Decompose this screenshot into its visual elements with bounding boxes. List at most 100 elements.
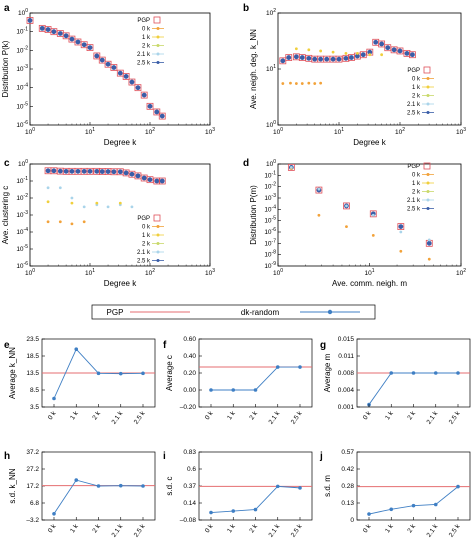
panel-b-xlabel: Degree k	[353, 138, 386, 147]
panel-b-ytick-label: 101	[266, 64, 276, 73]
panel-c-point-21k	[58, 186, 62, 190]
panel-d-point-pgp	[287, 164, 295, 171]
panel-i-dk-point	[231, 509, 236, 513]
panel-e-dk-point	[141, 371, 145, 376]
panel-label-c: c	[4, 158, 10, 169]
panel-g-ytick-label: 0.001	[338, 404, 355, 411]
panel-label-j: j	[319, 451, 323, 462]
panel-b-point-pgp-fill	[397, 48, 403, 54]
panel-a-point-pgp-fill	[94, 53, 100, 59]
panel-d-point-pgp	[397, 223, 405, 230]
panel-d-ytick-label: 10-8	[264, 250, 276, 259]
legend-c-swatch-dot	[156, 259, 160, 262]
panel-h-xtick-label: 0 k	[47, 523, 58, 535]
panel-b-point-pgp-fill	[367, 49, 373, 55]
legend-b-label: PGP	[407, 68, 420, 74]
panel-a-point-pgp	[50, 28, 58, 36]
panel-c-point-pgp	[146, 176, 154, 184]
panel-d-point-21k	[345, 204, 348, 208]
legend-b-swatch-pgp	[423, 66, 431, 74]
legend-d-label: 2.5 k	[407, 207, 421, 213]
panel-a-ytick-label: 10-2	[16, 45, 28, 54]
panel-b-ytick-label: 102	[266, 8, 276, 17]
panel-g-xtick-label: 2 k	[406, 410, 417, 422]
panel-a-point-pgp	[128, 78, 136, 86]
panel-i-xtick-label: 1 k	[226, 523, 237, 535]
panel-j-ytick-label: 0.13	[341, 500, 354, 507]
panel-c-xtick-label: 100	[25, 268, 35, 277]
legend-a-swatch-dot	[156, 44, 160, 47]
panel-f-dk-point	[253, 388, 258, 392]
legend-c-swatch-dot	[156, 242, 160, 245]
panel-a-point-pgp	[86, 44, 94, 52]
panel-a-point-pgp-fill	[75, 39, 81, 45]
panel-g-xtick-label: 0 k	[362, 410, 373, 422]
panel-b-point-1k	[294, 47, 298, 51]
panel-f-frame	[198, 338, 313, 408]
legend-a-label: 2.5 k	[137, 61, 151, 67]
panel-f-ylabel: Average c	[165, 355, 174, 391]
panel-c-point-pgp-fill	[99, 169, 105, 174]
legend-d-swatch-dot	[426, 181, 430, 185]
panel-i-ylabel: s.d. c	[165, 476, 174, 495]
panel-a-point-pgp	[134, 84, 142, 92]
panel-h-ytick-label: 6.8	[30, 500, 39, 507]
panel-d-xtick-label: 100	[273, 268, 283, 277]
panel-c-point-pgp-fill	[51, 168, 57, 174]
panel-c-point-21k	[82, 205, 86, 209]
panel-i-xtick-label: 2.5 k	[290, 523, 304, 539]
panel-label-d: d	[243, 158, 249, 169]
panel-d-ytick-label: 100	[266, 159, 276, 168]
panel-d-point-0k	[399, 249, 403, 253]
panel-b-point-pgp-fill	[379, 41, 385, 47]
panel-i-ytick-label: 0.83	[183, 449, 196, 456]
panel-c-point-pgp-fill	[45, 168, 51, 174]
panel-b-point-pgp-fill	[354, 53, 360, 59]
panel-h-dk-point	[141, 484, 145, 488]
panel-j-dk-point	[456, 484, 460, 489]
panel-f-dk-point	[209, 388, 213, 392]
panel-e-dk-point	[52, 396, 56, 401]
panel-d-frame	[277, 163, 462, 267]
panel-g-ytick-label: 0.004	[338, 387, 355, 394]
panel-c-ytick-label: 10-5	[16, 244, 28, 253]
legend-d-label: 1 k	[412, 181, 421, 187]
legend-b-swatch-dot	[426, 85, 430, 89]
panel-b-ylabel: Ave. neigh. deg. k_NN	[249, 29, 258, 109]
panel-c-point-pgp-fill	[129, 171, 135, 177]
panel-c-point-1k	[70, 201, 74, 205]
panel-b-point-pgp-fill	[330, 56, 336, 62]
panel-label-b: b	[243, 3, 249, 14]
panel-d-ytick-label: 10-1	[264, 170, 276, 179]
legend-b-swatch-dot	[426, 94, 430, 97]
panel-b-xtick-label: 100	[273, 127, 283, 136]
panel-a-ytick-label: 10-3	[16, 64, 28, 73]
panel-a-xlabel: Degree k	[104, 138, 137, 147]
legend-b-swatch-dot	[426, 102, 430, 106]
panel-c-point-pgp-fill	[135, 173, 141, 179]
panel-e-ylabel: Average k_NN	[8, 347, 17, 399]
panel-c-point-pgp-fill	[94, 168, 100, 174]
panel-d-point-0k	[345, 225, 348, 228]
panel-f-xtick-label: 1 k	[226, 410, 237, 422]
legend-c-label: 0 k	[142, 225, 151, 231]
panel-a-ytick-label: 10-5	[16, 101, 28, 110]
panel-d-ytick-label: 10-4	[264, 204, 276, 213]
legend-d-label: 0 k	[412, 173, 421, 179]
panel-b-point-pgp	[342, 54, 350, 62]
panel-d-point-21k	[427, 238, 431, 242]
panel-d-ytick-label: 10-9	[264, 261, 276, 270]
panel-b-point-pgp-fill	[293, 54, 299, 60]
panel-b-point-pgp-fill	[385, 45, 391, 51]
panel-j-xtick-label: 1 k	[384, 523, 395, 535]
panel-c-point-0k	[70, 222, 74, 226]
panel-e-ytick-label: 8.5	[30, 387, 39, 394]
legend-d-swatch-dot	[426, 173, 430, 176]
panel-f-xtick-label: 0 k	[204, 410, 215, 422]
panel-i-dk-point	[298, 486, 302, 490]
legend-a-swatch-dot	[156, 35, 160, 39]
panel-c-ytick-label: 10-6	[16, 261, 28, 270]
panel-a-point-pgp-fill	[63, 33, 69, 39]
panel-c-ytick-label: 100	[18, 159, 28, 168]
